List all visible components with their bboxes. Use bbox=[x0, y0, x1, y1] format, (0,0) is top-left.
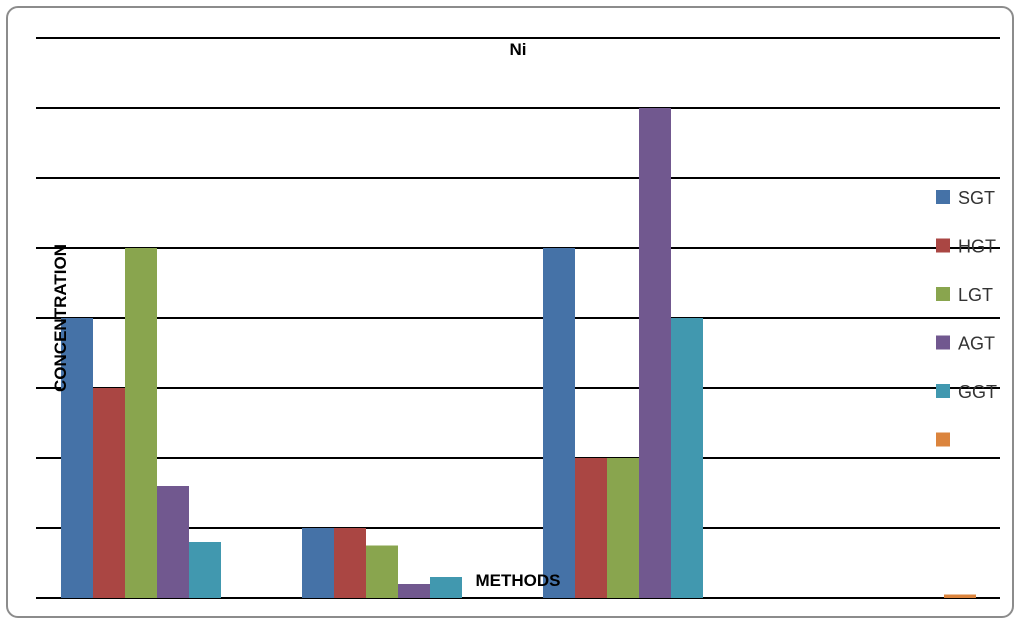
bar-agt-0 bbox=[157, 486, 189, 598]
legend-swatch-agt bbox=[936, 335, 950, 350]
bar-sgt-1 bbox=[302, 528, 334, 598]
legend-swatch-lgt bbox=[936, 287, 950, 301]
bar-sgt-0 bbox=[61, 318, 93, 598]
bar-hgt-0 bbox=[93, 388, 125, 598]
bar-lgt-0 bbox=[125, 248, 157, 598]
chart-title: Ni bbox=[510, 40, 527, 59]
bar-ggt-0 bbox=[189, 542, 221, 598]
bar-hgt-1 bbox=[334, 528, 366, 598]
bar-unnamed-3 bbox=[944, 594, 976, 598]
bar-agt-1 bbox=[398, 584, 430, 598]
legend-label-agt: AGT bbox=[958, 334, 995, 354]
legend: SGT HGT LGT AGT GGT bbox=[936, 188, 997, 447]
bar-sgt-2 bbox=[543, 248, 575, 598]
legend-label-lgt: LGT bbox=[958, 285, 993, 305]
bar-lgt-1 bbox=[366, 545, 398, 598]
bar-hgt-2 bbox=[575, 458, 607, 598]
bar-ggt-2 bbox=[671, 318, 703, 598]
legend-label-sgt: SGT bbox=[958, 188, 995, 208]
bar-lgt-2 bbox=[607, 458, 639, 598]
bar-agt-2 bbox=[639, 108, 671, 598]
legend-swatch-unnamed bbox=[936, 432, 950, 447]
legend-label-ggt: GGT bbox=[958, 382, 997, 402]
x-axis-label: METHODS bbox=[476, 571, 561, 590]
legend-swatch-ggt bbox=[936, 384, 950, 398]
bars bbox=[61, 108, 976, 598]
bar-ggt-1 bbox=[430, 577, 462, 598]
legend-swatch-sgt bbox=[936, 190, 950, 204]
y-axis-label: CONCENTRATION bbox=[51, 244, 70, 392]
legend-swatch-hgt bbox=[936, 238, 950, 253]
legend-label-hgt: HGT bbox=[958, 237, 996, 257]
